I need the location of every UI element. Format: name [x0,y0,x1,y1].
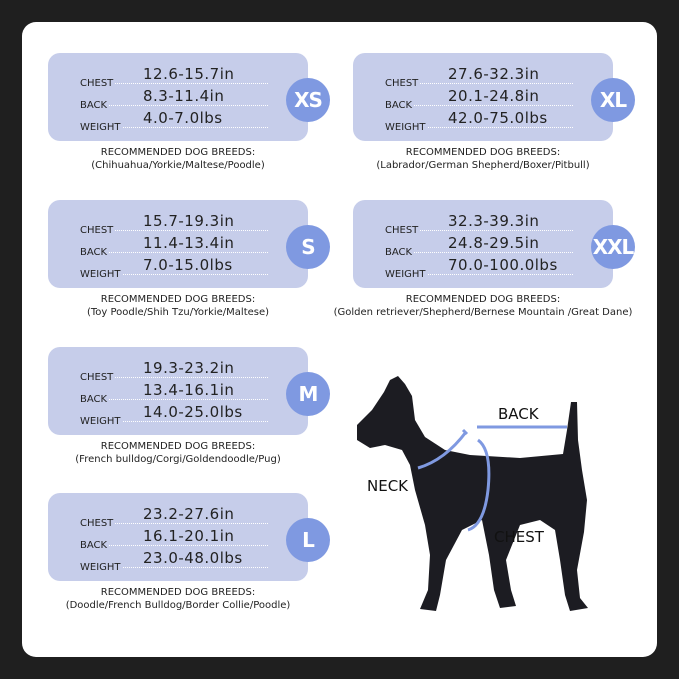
breeds-list: (Chihuahua/Yorkie/Maltese/Poodle) [91,160,265,171]
size-badge: XS [286,78,330,122]
back-value: 11.4-13.4in [143,234,235,252]
size-card-l: CHEST 23.2-27.6in BACK 16.1-20.1in WEIGHT 23.… [48,493,330,581]
size-card-xl: CHEST 27.6-32.3in BACK 20.1-24.8in WEIGHT 42.… [353,53,635,141]
chest-value: 15.7-19.3in [143,212,235,230]
breeds-list: (French bulldog/Corgi/Goldendoodle/Pug) [75,454,281,465]
back-label: BACK [385,247,415,258]
chest-value: 32.3-39.3in [448,212,540,230]
chest-value: 27.6-32.3in [448,65,540,83]
neck-measure-line [417,428,469,470]
back-value: 24.8-29.5in [448,234,540,252]
chest-measure-line [467,438,491,532]
size-card-xs: CHEST 12.6-15.7in BACK 8.3-11.4in WEIGHT 4.0-… [48,53,330,141]
weight-row: WEIGHT 14.0-25.0lbs [80,403,268,427]
weight-value: 23.0-48.0lbs [143,549,243,567]
weight-value: 14.0-25.0lbs [143,403,243,421]
weight-value: 7.0-15.0lbs [143,256,233,274]
back-row: BACK 20.1-24.8in [385,87,573,111]
chest-label: CHEST [385,225,421,236]
weight-row: WEIGHT 70.0-100.0lbs [385,256,573,280]
weight-value: 70.0-100.0lbs [448,256,558,274]
weight-label: WEIGHT [80,416,123,427]
size-badge: S [286,225,330,269]
recommended-breeds: RECOMMENDED DOG BREEDS: (Toy Poodle/Shih … [28,293,328,319]
size-badge: M [286,372,330,416]
dog-silhouette [357,376,588,611]
back-label: BACK [80,394,110,405]
recommended-breeds: RECOMMENDED DOG BREEDS: (Chihuahua/Yorkie… [28,146,328,172]
back-value: 13.4-16.1in [143,381,235,399]
chest-row: CHEST 15.7-19.3in [80,212,268,236]
size-card-m: CHEST 19.3-23.2in BACK 13.4-16.1in WEIGHT 14.… [48,347,330,435]
chest-row: CHEST 32.3-39.3in [385,212,573,236]
weight-label: WEIGHT [80,562,123,573]
breeds-list: (Doodle/French Bulldog/Border Collie/Poo… [65,600,291,611]
back-row: BACK 8.3-11.4in [80,87,268,111]
breeds-heading: RECOMMENDED DOG BREEDS: [405,147,561,158]
back-label: BACK [385,100,415,111]
chest-label: CHEST [494,528,544,546]
back-label: BACK [80,540,110,551]
back-label: BACK [498,405,539,423]
chest-label: CHEST [80,372,116,383]
recommended-breeds: RECOMMENDED DOG BREEDS: (French bulldog/C… [28,440,328,466]
chest-row: CHEST 27.6-32.3in [385,65,573,89]
weight-label: WEIGHT [385,269,428,280]
chest-value: 12.6-15.7in [143,65,235,83]
back-row: BACK 24.8-29.5in [385,234,573,258]
breeds-heading: RECOMMENDED DOG BREEDS: [100,294,256,305]
chest-value: 23.2-27.6in [143,505,235,523]
breeds-list: (Toy Poodle/Shih Tzu/Yorkie/Maltese) [86,307,270,318]
weight-row: WEIGHT 42.0-75.0lbs [385,109,573,133]
chest-row: CHEST 23.2-27.6in [80,505,268,529]
weight-row: WEIGHT 4.0-7.0lbs [80,109,268,133]
chest-label: CHEST [80,78,116,89]
back-value: 20.1-24.8in [448,87,540,105]
weight-value: 42.0-75.0lbs [448,109,548,127]
size-card-xxl: CHEST 32.3-39.3in BACK 24.8-29.5in WEIGHT 70.… [353,200,635,288]
breeds-list: (Golden retriever/Shepherd/Bernese Mount… [333,307,633,318]
breeds-heading: RECOMMENDED DOG BREEDS: [100,147,256,158]
back-row: BACK 13.4-16.1in [80,381,268,405]
recommended-breeds: RECOMMENDED DOG BREEDS: (Doodle/French Bu… [28,586,328,612]
chest-row: CHEST 12.6-15.7in [80,65,268,89]
weight-label: WEIGHT [80,269,123,280]
size-badge: XXL [591,225,635,269]
back-value: 8.3-11.4in [143,87,225,105]
recommended-breeds: RECOMMENDED DOG BREEDS: (Golden retriever… [333,293,633,319]
size-badge: XL [591,78,635,122]
chest-label: CHEST [385,78,421,89]
weight-row: WEIGHT 7.0-15.0lbs [80,256,268,280]
breeds-heading: RECOMMENDED DOG BREEDS: [100,587,256,598]
weight-row: WEIGHT 23.0-48.0lbs [80,549,268,573]
chest-row: CHEST 19.3-23.2in [80,359,268,383]
size-badge: L [286,518,330,562]
back-row: BACK 11.4-13.4in [80,234,268,258]
back-label: BACK [80,247,110,258]
chest-label: CHEST [80,518,116,529]
chest-value: 19.3-23.2in [143,359,235,377]
weight-label: WEIGHT [80,122,123,133]
breeds-heading: RECOMMENDED DOG BREEDS: [100,441,256,452]
size-card-s: CHEST 15.7-19.3in BACK 11.4-13.4in WEIGHT 7.0… [48,200,330,288]
back-row: BACK 16.1-20.1in [80,527,268,551]
breeds-list: (Labrador/German Shepherd/Boxer/Pitbull) [376,160,590,171]
neck-label: NECK [367,477,409,495]
weight-label: WEIGHT [385,122,428,133]
breeds-heading: RECOMMENDED DOG BREEDS: [405,294,561,305]
chest-label: CHEST [80,225,116,236]
recommended-breeds: RECOMMENDED DOG BREEDS: (Labrador/German … [333,146,633,172]
weight-value: 4.0-7.0lbs [143,109,223,127]
back-label: BACK [80,100,110,111]
back-value: 16.1-20.1in [143,527,235,545]
